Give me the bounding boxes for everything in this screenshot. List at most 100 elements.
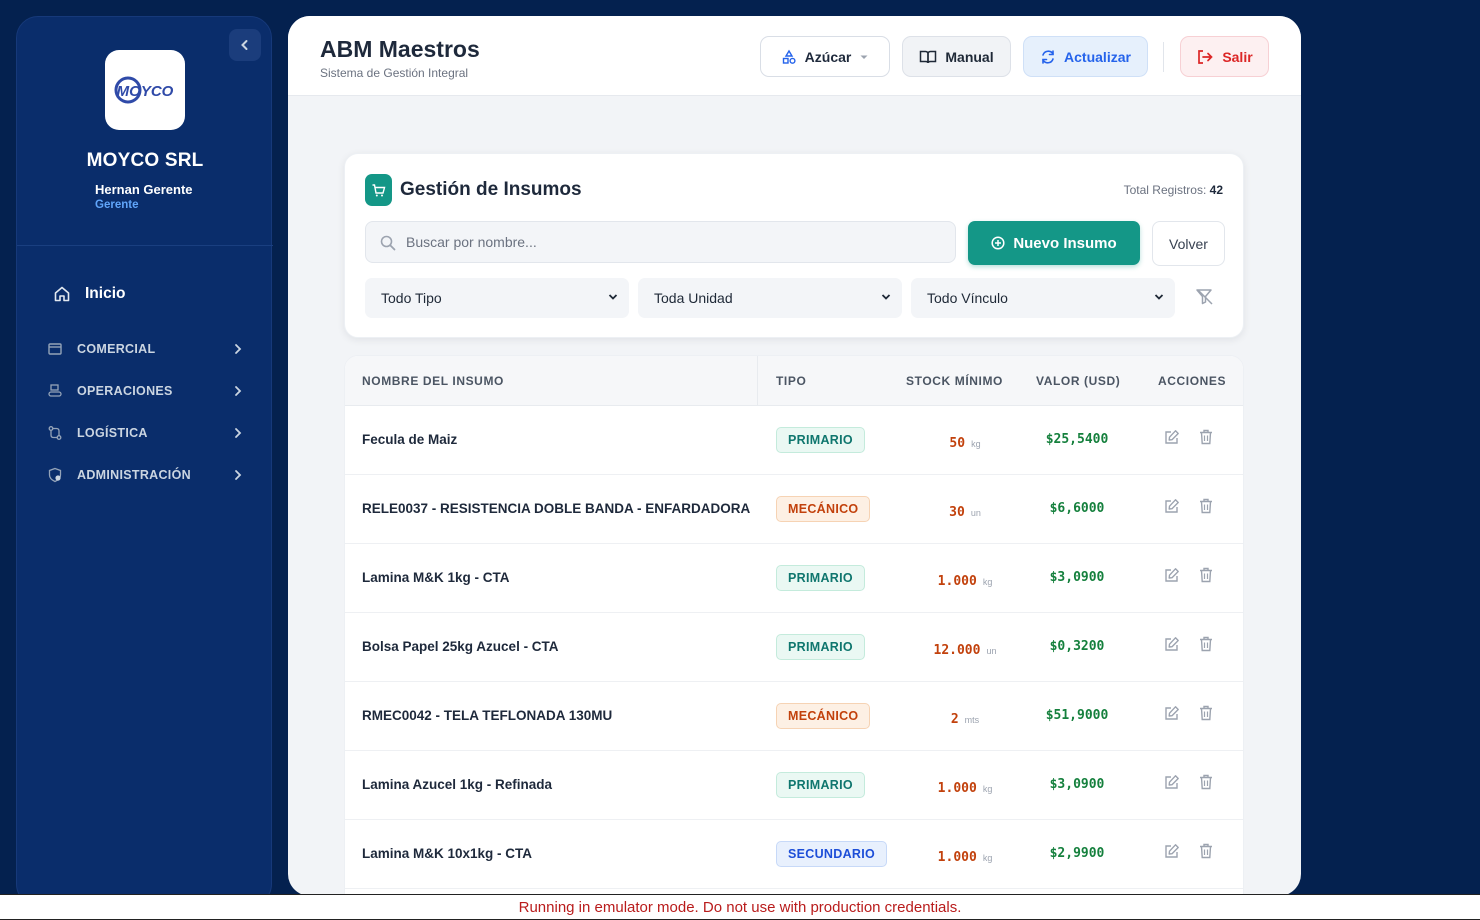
clear-filter-icon[interactable] (1195, 288, 1215, 306)
valor-usd: $25,5400 (1045, 432, 1109, 447)
edit-icon[interactable] (1164, 636, 1180, 652)
sidebar-item-operaciones[interactable]: OPERACIONES (47, 377, 243, 405)
trash-icon[interactable] (1199, 774, 1213, 790)
edit-icon[interactable] (1164, 774, 1180, 790)
stock-minimo: 12.000 un (875, 639, 1055, 658)
sidebar-item-label: LOGÍSTICA (77, 426, 148, 440)
edit-icon[interactable] (1164, 429, 1180, 445)
main-panel: ABM Maestros Sistema de Gestión Integral… (288, 16, 1301, 896)
type-badge: PRIMARIO (776, 427, 865, 453)
stock-value: 1.000 (937, 850, 977, 865)
table-row: Bolsa Papel 25kg Azucel - CTA PRIMARIO 12.… (345, 613, 1243, 682)
stock-unit: kg (982, 784, 993, 794)
insumo-name: RELE0037 - RESISTENCIA DOBLE BANDA - ENF… (362, 501, 751, 516)
sidebar-item-label: COMERCIAL (77, 342, 156, 356)
back-button[interactable]: Volver (1152, 221, 1225, 266)
column-header-actions: ACCIONES (1158, 374, 1227, 388)
search-input[interactable] (406, 222, 946, 262)
company-logo: MOYCO (105, 50, 185, 130)
filter-vinculo[interactable]: Todo Vínculo (911, 278, 1175, 318)
company-name: MOYCO SRL (86, 150, 204, 171)
valor-usd: $0,3200 (1049, 639, 1105, 654)
filter-unidad[interactable]: Toda Unidad (638, 278, 902, 318)
chevron-right-icon (233, 427, 243, 439)
total-records: Total Registros: 42 (1124, 183, 1223, 197)
stock-value: 1.000 (937, 574, 977, 589)
new-insumo-button[interactable]: Nuevo Insumo (968, 221, 1140, 265)
home-icon (54, 286, 70, 302)
emulator-warning: Running in emulator mode. Do not use wit… (0, 894, 1480, 920)
column-header-type: TIPO (776, 374, 807, 388)
sidebar-item-label: OPERACIONES (77, 384, 173, 398)
sidebar-item-administracion[interactable]: ADMINISTRACIÓN (47, 461, 243, 489)
refresh-button-label: Actualizar (1064, 48, 1131, 65)
table-row: Lamina Azucel 1kg - Refinada PRIMARIO 1.00… (345, 751, 1243, 820)
manual-button-label: Manual (945, 48, 994, 65)
type-badge: PRIMARIO (776, 772, 865, 798)
logout-button-label: Salir (1222, 48, 1253, 65)
trash-icon[interactable] (1199, 636, 1213, 652)
trash-icon[interactable] (1199, 429, 1213, 445)
chevron-down-icon (1153, 291, 1165, 303)
page-subtitle: Sistema de Gestión Integral (320, 66, 469, 80)
column-header-name: NOMBRE DEL INSUMO (362, 374, 504, 388)
card-title: Gestión de Insumos (400, 179, 582, 200)
table-row: RELE0037 - RESISTENCIA DOBLE BANDA - ENF… (345, 475, 1243, 544)
filter-tipo[interactable]: Todo Tipo (365, 278, 629, 318)
stock-minimo: 1.000 kg (875, 777, 1055, 796)
shapes-icon (782, 49, 796, 64)
stock-unit: kg (982, 853, 993, 863)
column-header-stock: STOCK MÍNIMO (906, 374, 1003, 388)
valor-usd: $6,6000 (1049, 501, 1105, 516)
route-icon (47, 425, 65, 441)
collapse-sidebar-button[interactable] (229, 29, 261, 61)
valor-usd: $3,0900 (1049, 777, 1105, 792)
logout-button[interactable]: Salir (1180, 36, 1269, 77)
edit-icon[interactable] (1164, 567, 1180, 583)
shield-gear-icon (47, 467, 65, 483)
sidebar-item-label: ADMINISTRACIÓN (77, 468, 191, 482)
table-row: Lamina M&K 10x1kg - CTA SECUNDARIO 1.000 kg… (345, 820, 1243, 889)
stock-value: 2 (950, 712, 959, 727)
valor-usd: $51,9000 (1045, 708, 1109, 723)
trash-icon[interactable] (1199, 498, 1213, 514)
page-title: ABM Maestros (320, 36, 480, 62)
store-icon (47, 341, 65, 357)
toolbar-divider (1163, 42, 1164, 72)
stock-unit: un (970, 508, 981, 518)
stock-unit: kg (971, 439, 981, 449)
column-divider (757, 356, 758, 406)
refresh-button[interactable]: Actualizar (1023, 36, 1148, 77)
edit-icon[interactable] (1164, 843, 1180, 859)
new-insumo-label: Nuevo Insumo (1013, 234, 1117, 252)
stock-minimo: 2 mts (875, 708, 1055, 727)
trash-icon[interactable] (1199, 705, 1213, 721)
refresh-icon (1042, 49, 1054, 64)
edit-icon[interactable] (1164, 498, 1180, 514)
type-badge: SECUNDARIO (776, 841, 888, 867)
table-header: NOMBRE DEL INSUMO TIPO STOCK MÍNIMO VALO… (345, 356, 1243, 406)
chevron-down-icon (607, 291, 619, 303)
cart-icon (365, 174, 392, 206)
sidebar-item-logistica[interactable]: LOGÍSTICA (47, 419, 243, 447)
nav-home[interactable]: Inicio (53, 285, 125, 303)
edit-icon[interactable] (1164, 705, 1180, 721)
filter-tipo-value: Todo Tipo (381, 290, 442, 306)
logout-icon (1198, 49, 1214, 64)
chevron-down-icon (880, 291, 892, 303)
sidebar-item-comercial[interactable]: COMERCIAL (47, 335, 243, 363)
manual-button[interactable]: Manual (902, 36, 1011, 77)
product-select[interactable]: Azúcar (760, 36, 890, 77)
type-badge: PRIMARIO (776, 565, 865, 591)
insumo-name: Fecula de Maiz (362, 432, 458, 447)
stock-minimo: 30 un (875, 501, 1055, 520)
plus-circle-icon (991, 236, 1005, 250)
type-badge: PRIMARIO (776, 634, 865, 660)
stock-minimo: 50 kg (875, 432, 1055, 451)
book-open-icon (920, 50, 937, 63)
trash-icon[interactable] (1199, 567, 1213, 583)
trash-icon[interactable] (1199, 843, 1213, 859)
stock-minimo: 1.000 kg (875, 570, 1055, 589)
filter-vinculo-value: Todo Vínculo (927, 290, 1008, 306)
stock-value: 12.000 (933, 643, 981, 658)
